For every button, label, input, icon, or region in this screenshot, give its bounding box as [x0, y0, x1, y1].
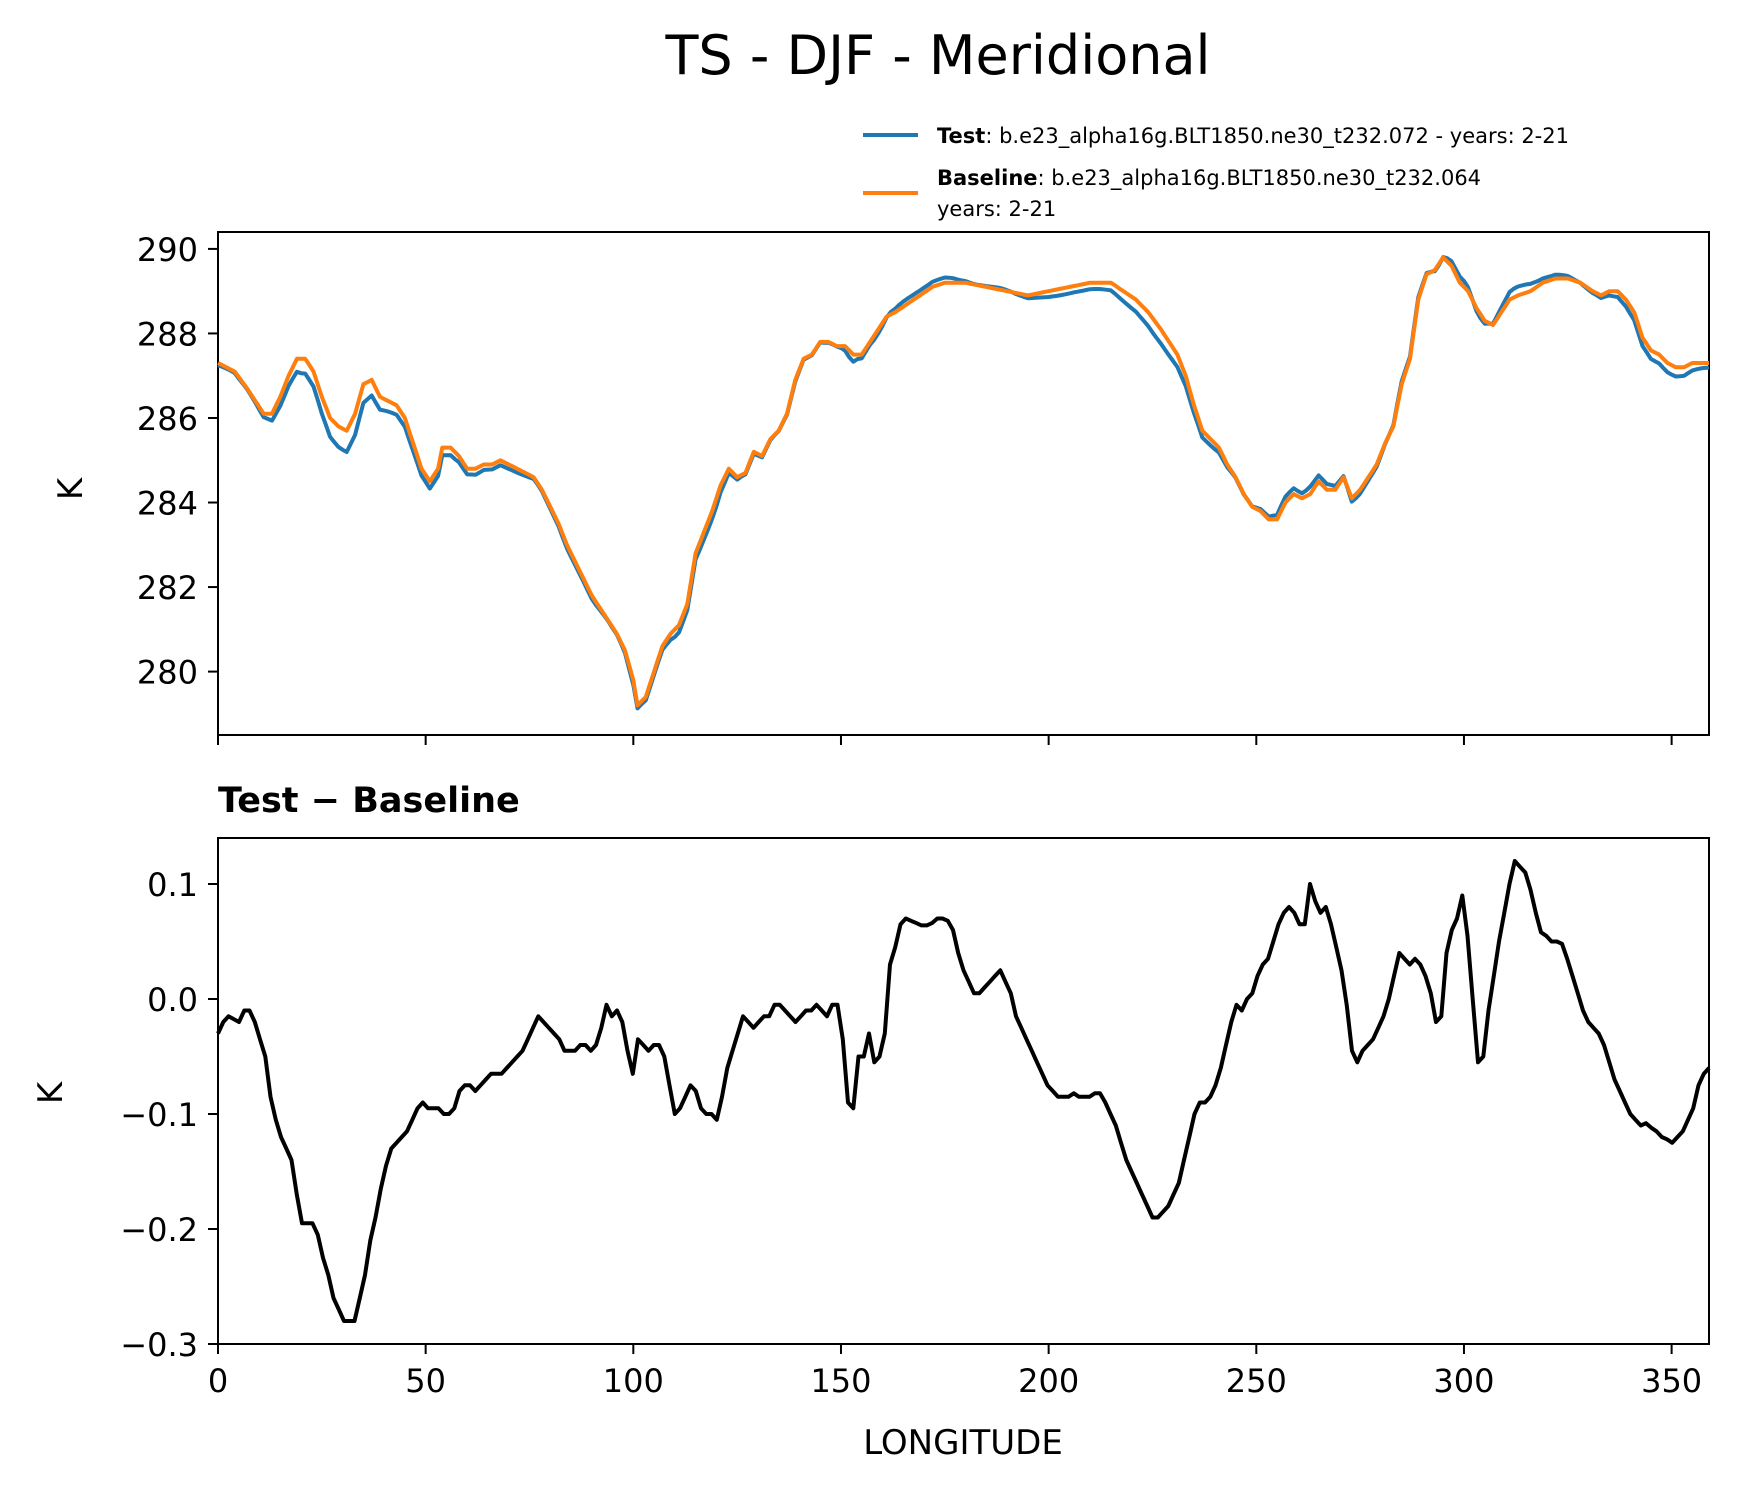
legend-test-name: Test	[937, 124, 985, 148]
bottom-yticks: −0.3 −0.2 −0.1 0.0 0.1	[120, 866, 218, 1364]
bottom-ytick-label: 0.1	[147, 866, 198, 904]
top-ylabel: K	[51, 476, 91, 500]
bottom-xtick-label: 100	[603, 1362, 664, 1400]
bottom-subplot-title: Test − Baseline	[218, 781, 520, 821]
top-ytick-label: 286	[137, 400, 198, 438]
top-yticks: 280 282 284 286 288 290	[137, 231, 218, 692]
bottom-ytick-label: 0.0	[147, 981, 198, 1019]
bottom-plot-frame	[217, 837, 1710, 1345]
bottom-panel: Test − Baseline K LONGITUDE −0.3 −0.2 −0.1…	[31, 781, 1711, 1463]
legend-test-label: Test: b.e23_alpha16g.BLT1850.ne30_t232.0…	[937, 124, 1569, 149]
bottom-xtick-label: 300	[1433, 1362, 1494, 1400]
bottom-xtick-label: 150	[810, 1362, 871, 1400]
bottom-ytick-label: −0.2	[120, 1211, 198, 1249]
bottom-ytick-label: −0.3	[120, 1326, 198, 1364]
bottom-xtick-label: 250	[1226, 1362, 1287, 1400]
bottom-xtick-label: 200	[1018, 1362, 1079, 1400]
top-ytick-label: 280	[137, 654, 198, 692]
top-ytick-label: 290	[137, 231, 198, 269]
bottom-xtick-label: 50	[405, 1362, 446, 1400]
legend-baseline-name: Baseline	[937, 166, 1038, 190]
difference-series-line	[216, 859, 1711, 1323]
legend-baseline-label: Baseline: b.e23_alpha16g.BLT1850.ne30_t2…	[937, 166, 1481, 191]
legend-baseline-text: : b.e23_alpha16g.BLT1850.ne30_t232.064	[1038, 166, 1482, 191]
baseline-series-line	[217, 255, 1709, 708]
bottom-ylabel: K	[31, 1080, 71, 1104]
bottom-xlabel: LONGITUDE	[863, 1423, 1063, 1463]
top-panel: K 280 282 284 286 288 290	[51, 231, 1710, 745]
bottom-xtick-label: 0	[208, 1362, 228, 1400]
figure-title: TS - DJF - Meridional	[664, 24, 1210, 87]
top-xticks	[217, 735, 1673, 745]
legend: Test: b.e23_alpha16g.BLT1850.ne30_t232.0…	[863, 124, 1569, 221]
legend-baseline-years: years: 2-21	[937, 197, 1056, 221]
bottom-xticks: 0 50 100 150 200 250 300 350	[208, 1344, 1702, 1400]
legend-test-text: : b.e23_alpha16g.BLT1850.ne30_t232.072 -…	[985, 124, 1569, 149]
bottom-xtick-label: 350	[1641, 1362, 1702, 1400]
top-plot-frame	[217, 231, 1710, 736]
top-ytick-label: 288	[137, 315, 198, 353]
top-ytick-label: 282	[137, 569, 198, 607]
top-ytick-label: 284	[137, 485, 198, 523]
bottom-ytick-label: −0.1	[120, 1096, 198, 1134]
